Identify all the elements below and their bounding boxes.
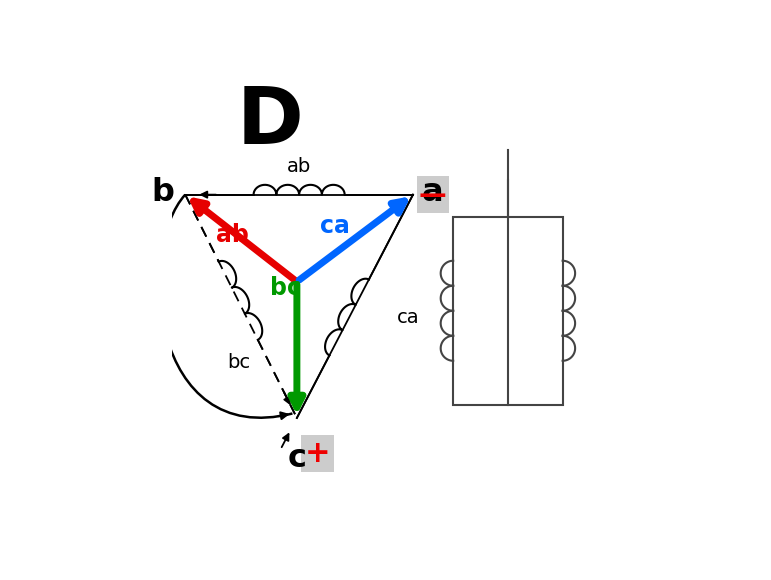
Text: b: b	[151, 177, 174, 208]
FancyBboxPatch shape	[416, 176, 449, 213]
Text: +: +	[305, 438, 330, 467]
Bar	[453, 217, 563, 405]
Text: a: a	[422, 177, 443, 208]
Text: D: D	[237, 83, 304, 161]
Text: ca: ca	[397, 308, 420, 327]
Text: bc: bc	[270, 276, 301, 300]
Text: bc: bc	[227, 353, 250, 372]
Text: ab: ab	[216, 223, 248, 246]
Text: ab: ab	[287, 157, 311, 176]
Text: ca: ca	[320, 213, 350, 238]
Text: c: c	[288, 443, 306, 473]
Text: —: —	[419, 180, 446, 209]
FancyBboxPatch shape	[301, 435, 334, 472]
